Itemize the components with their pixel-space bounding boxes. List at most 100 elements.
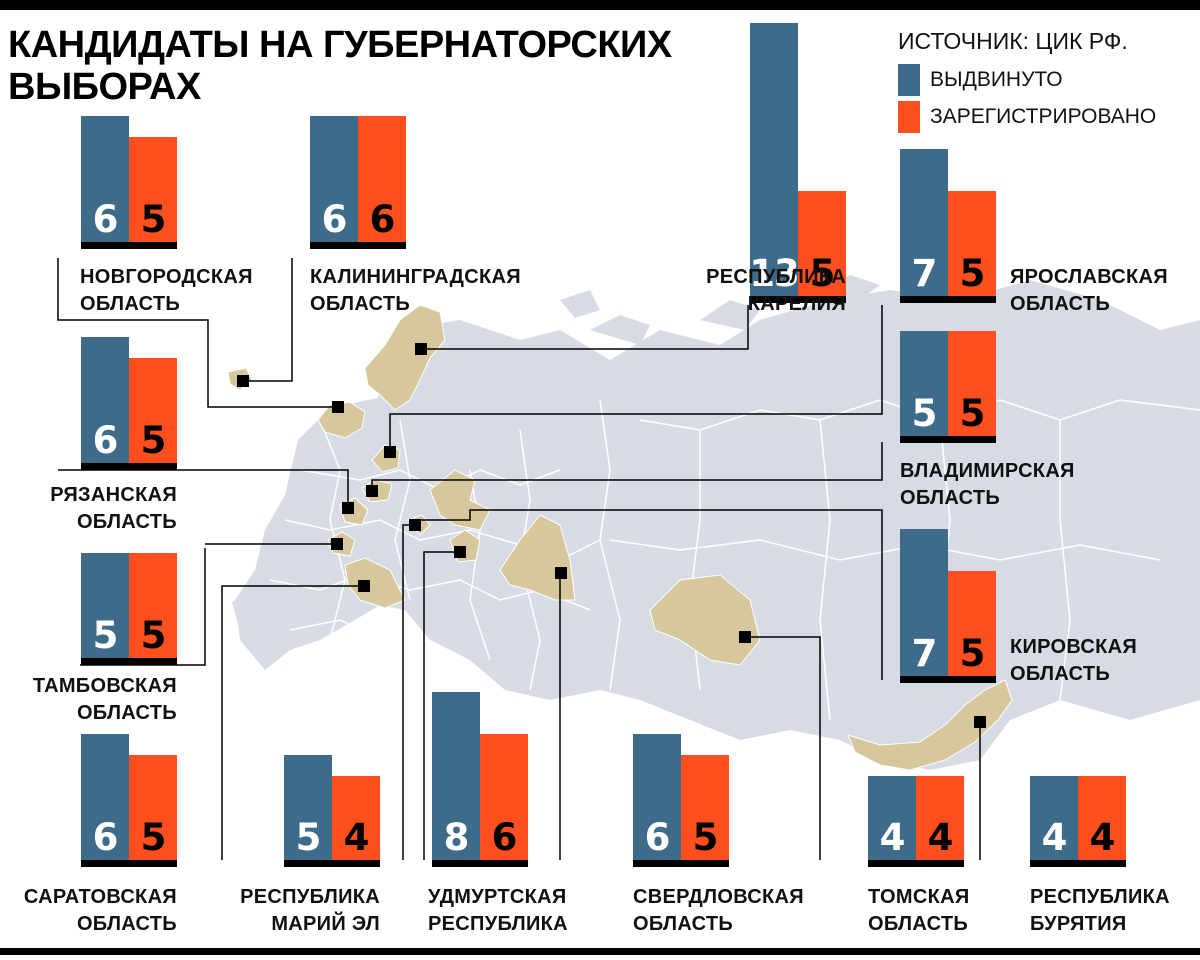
bar-novgorod-registered: 5 xyxy=(129,137,177,242)
bar-ryazan-nominated: 6 xyxy=(81,337,129,463)
bar-novgorod-nominated: 6 xyxy=(81,116,129,242)
location-markers xyxy=(237,343,986,728)
bar-value-label: 4 xyxy=(927,816,954,859)
region-label-kaliningrad: КАЛИНИНГРАДСКАЯ ОБЛАСТЬ xyxy=(310,266,521,315)
bar-saratov-registered: 5 xyxy=(129,755,177,860)
legend-item-nominated: ВЫДВИНУТО xyxy=(898,64,1063,96)
bar-value-label: 6 xyxy=(491,816,518,859)
bar-kaliningrad-nominated: 6 xyxy=(310,116,358,242)
bar-sverdlovsk-nominated: 6 xyxy=(633,734,681,860)
bar-kirov-registered: 5 xyxy=(948,571,996,676)
bar-baseline-buryatia xyxy=(1030,860,1126,867)
bar-value-label: 8 xyxy=(443,816,470,859)
bar-value-label: 5 xyxy=(140,198,167,241)
chart-title: КАНДИДАТЫ НА ГУБЕРНАТОРСКИХ ВЫБОРАХ xyxy=(8,24,672,108)
legend-label-nominated: ВЫДВИНУТО xyxy=(930,68,1063,91)
bar-baseline-kirov xyxy=(900,676,996,683)
legend-label-registered: ЗАРЕГИСТРИРОВАНО xyxy=(930,105,1157,128)
highlighted-regions xyxy=(227,304,1013,771)
bar-tambov-registered: 5 xyxy=(129,553,177,658)
bar-baseline-karelia xyxy=(750,296,846,303)
bar-sverdlovsk-registered: 5 xyxy=(681,755,729,860)
region-label-kirov: КИРОВСКАЯ ОБЛАСТЬ xyxy=(1010,636,1138,685)
bar-buryatia-nominated: 4 xyxy=(1030,776,1078,860)
bar-value-label: 5 xyxy=(140,816,167,859)
bottom-rule xyxy=(0,948,1200,955)
bar-baseline-sverdlovsk xyxy=(633,860,729,867)
region-label-vladimir: ВЛАДИМИРСКАЯ ОБЛАСТЬ xyxy=(900,460,1075,509)
bar-kirov-nominated: 7 xyxy=(900,529,948,676)
region-label-udmurtia: УДМУРТСКАЯ РЕСПУБЛИКА xyxy=(428,886,568,935)
region-label-yaroslavl: ЯРОСЛАВСКАЯ ОБЛАСТЬ xyxy=(1010,266,1168,315)
bar-karelia-nominated: 13 xyxy=(749,23,800,296)
region-label-novgorod: НОВГОРОДСКАЯ ОБЛАСТЬ xyxy=(80,266,253,315)
region-label-ryazan: РЯЗАНСКАЯ ОБЛАСТЬ xyxy=(50,484,177,533)
bar-value-label: 5 xyxy=(959,392,986,435)
bar-value-label: 5 xyxy=(295,816,322,859)
bar-yaroslavl-registered: 5 xyxy=(948,191,996,296)
region-label-buryatia: РЕСПУБЛИКА БУРЯТИЯ xyxy=(1030,886,1170,935)
bar-kaliningrad-registered: 6 xyxy=(358,116,406,242)
bar-value-label: 7 xyxy=(911,252,938,295)
bar-saratov-nominated: 6 xyxy=(81,734,129,860)
bar-baseline-tomsk xyxy=(868,860,964,867)
bar-value-label: 6 xyxy=(92,198,119,241)
bar-tomsk-nominated: 4 xyxy=(868,776,916,860)
source-note: ИСТОЧНИК: ЦИК РФ. xyxy=(898,28,1128,54)
bar-vladimir-nominated: 5 xyxy=(900,331,948,436)
bar-value-label: 7 xyxy=(911,632,938,675)
bar-value-label: 5 xyxy=(809,252,836,295)
bar-udmurtia-nominated: 8 xyxy=(432,692,480,860)
bar-mari-el-registered: 4 xyxy=(332,776,380,860)
region-shape-karelia xyxy=(364,304,446,411)
bar-baseline-novgorod xyxy=(81,242,177,249)
bar-value-label: 5 xyxy=(92,614,119,657)
bar-value-label: 6 xyxy=(644,816,671,859)
bar-baseline-yaroslavl xyxy=(900,296,996,303)
bar-baseline-mari-el xyxy=(284,860,380,867)
bar-ryazan-registered: 5 xyxy=(129,358,177,463)
bar-value-label: 5 xyxy=(140,614,167,657)
region-label-tomsk: ТОМСКАЯ ОБЛАСТЬ xyxy=(868,886,970,935)
bar-value-label: 6 xyxy=(321,198,348,241)
bar-value-label: 5 xyxy=(911,392,938,435)
region-shape-saratov xyxy=(344,557,406,609)
bar-buryatia-registered: 4 xyxy=(1078,776,1126,860)
bar-value-label: 6 xyxy=(92,419,119,462)
bar-vladimir-registered: 5 xyxy=(948,331,996,436)
bar-mari-el-nominated: 5 xyxy=(284,755,332,860)
bar-karelia-registered: 5 xyxy=(798,191,846,296)
bar-value-label: 4 xyxy=(1089,816,1116,859)
bar-value-label: 6 xyxy=(369,198,396,241)
bar-tambov-nominated: 5 xyxy=(81,553,129,658)
bar-value-label: 6 xyxy=(92,816,119,859)
bar-baseline-tambov xyxy=(81,658,177,665)
bar-value-label: 13 xyxy=(749,252,799,295)
bar-value-label: 5 xyxy=(692,816,719,859)
bar-baseline-kaliningrad xyxy=(310,242,406,249)
bar-value-label: 4 xyxy=(879,816,906,859)
bar-tomsk-registered: 4 xyxy=(916,776,964,860)
legend-item-registered: ЗАРЕГИСТРИРОВАНО xyxy=(898,101,1156,133)
bar-baseline-saratov xyxy=(81,860,177,867)
legend-swatch-registered xyxy=(898,101,920,133)
region-label-tambov: ТАМБОВСКАЯ ОБЛАСТЬ xyxy=(32,675,177,724)
legend-swatch-nominated xyxy=(898,64,920,96)
region-label-sverdlovsk: СВЕРДЛОВСКАЯ ОБЛАСТЬ xyxy=(633,886,804,935)
bar-yaroslavl-nominated: 7 xyxy=(900,149,948,296)
region-label-saratov: САРАТОВСКАЯ ОБЛАСТЬ xyxy=(23,886,177,935)
bar-value-label: 5 xyxy=(959,252,986,295)
bar-value-label: 4 xyxy=(343,816,370,859)
top-rule xyxy=(0,0,1200,10)
bar-value-label: 5 xyxy=(140,419,167,462)
region-shape-tomsk xyxy=(649,574,761,666)
region-shape-buryatia xyxy=(847,679,1013,771)
bar-baseline-udmurtia xyxy=(432,860,528,867)
bar-baseline-vladimir xyxy=(900,436,996,443)
bar-udmurtia-registered: 6 xyxy=(480,734,528,860)
region-label-karelia: РЕСПУБЛИКА КАРЕЛИЯ xyxy=(706,266,846,315)
bar-value-label: 4 xyxy=(1041,816,1068,859)
bar-baseline-ryazan xyxy=(81,463,177,470)
bar-value-label: 5 xyxy=(959,632,986,675)
region-label-mari-el: РЕСПУБЛИКА МАРИЙ ЭЛ xyxy=(240,886,380,935)
